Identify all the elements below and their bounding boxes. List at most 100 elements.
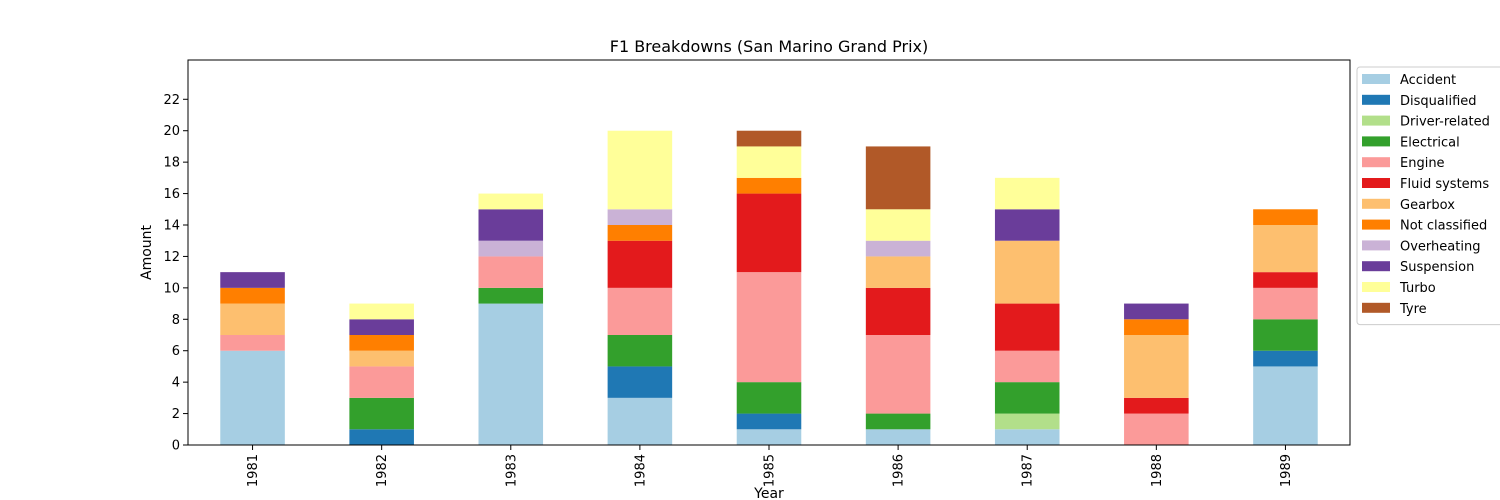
y-tick-label: 0 <box>172 439 180 454</box>
bar-segment-1989-accident <box>1253 366 1318 445</box>
legend-label-gearbox: Gearbox <box>1400 198 1455 213</box>
bar-segment-1989-disqualified <box>1253 350 1318 367</box>
bar-segment-1983-accident <box>478 303 544 445</box>
bar-segment-1987-turbo <box>994 177 1060 210</box>
x-tick-label: 1987 <box>1021 454 1036 487</box>
bar-segment-1986-electrical <box>865 413 931 430</box>
legend-label-engine: Engine <box>1400 156 1445 171</box>
bar-segment-1989-electrical <box>1253 319 1318 351</box>
bar-segment-1984-not-classified <box>607 225 673 241</box>
bar-segment-1981-not-classified <box>220 287 285 304</box>
bar-segment-1988-suspension <box>1124 303 1189 320</box>
legend-label-electrical: Electrical <box>1400 135 1460 150</box>
bars-group <box>220 130 1318 445</box>
bar-segment-1985-fluid-systems <box>736 193 802 273</box>
legend-swatch-driver-related <box>1362 115 1390 126</box>
legend-label-driver-related: Driver-related <box>1400 115 1490 130</box>
legend-swatch-electrical <box>1362 136 1390 147</box>
x-axis-label: Year <box>753 486 784 500</box>
bar-segment-1987-engine <box>994 350 1060 383</box>
bar-segment-1985-engine <box>736 272 802 383</box>
y-tick-label: 20 <box>163 124 180 139</box>
bar-segment-1989-gearbox <box>1253 225 1318 273</box>
bar-segment-1987-driver-related <box>994 413 1060 430</box>
x-tick-label: 1989 <box>1279 454 1294 487</box>
bar-segment-1989-fluid-systems <box>1253 272 1318 288</box>
legend-swatch-not-classified <box>1362 219 1390 230</box>
legend-swatch-disqualified <box>1362 94 1390 105</box>
legend-label-accident: Accident <box>1400 73 1456 88</box>
bar-segment-1982-electrical <box>349 397 414 430</box>
bar-segment-1987-fluid-systems <box>994 303 1060 351</box>
bar-segment-1983-engine <box>478 256 544 288</box>
legend-label-disqualified: Disqualified <box>1400 94 1477 109</box>
legend-box <box>1356 66 1500 326</box>
bar-segment-1986-engine <box>865 335 931 414</box>
legend-swatch-tyre <box>1362 302 1390 313</box>
bar-segment-1985-electrical <box>736 382 802 414</box>
bar-segment-1989-engine <box>1253 287 1318 320</box>
legend-label-turbo: Turbo <box>1399 281 1436 296</box>
legend-swatch-fluid-systems <box>1362 178 1390 188</box>
bar-segment-1983-overheating <box>478 240 544 257</box>
x-tick-label: 1984 <box>633 454 648 487</box>
bar-segment-1986-gearbox <box>865 256 931 288</box>
bar-segment-1982-disqualified <box>349 429 414 445</box>
legend-label-tyre: Tyre <box>1399 302 1427 317</box>
bar-segment-1986-accident <box>865 429 931 445</box>
bar-segment-1985-not-classified <box>736 177 802 194</box>
y-tick-label: 8 <box>172 313 180 328</box>
y-tick-label: 2 <box>172 407 180 422</box>
x-axis: 1981 1982 1983 1984 1985 1986 1987 1988 1989 <box>246 445 1294 487</box>
legend: Accident Disqualified Driver-related Electr… <box>1356 66 1500 326</box>
y-tick-label: 16 <box>163 187 180 202</box>
legend-swatch-accident <box>1362 74 1390 84</box>
y-tick-label: 14 <box>163 219 180 234</box>
bar-segment-1984-disqualified <box>607 366 673 398</box>
bar-segment-1987-suspension <box>994 209 1060 241</box>
legend-swatch-overheating <box>1362 240 1390 251</box>
bar-segment-1988-not-classified <box>1124 319 1189 335</box>
x-tick-label: 1983 <box>504 454 519 487</box>
bar-segment-1987-gearbox <box>994 240 1060 304</box>
bar-segment-1984-engine <box>607 287 673 335</box>
bar-segment-1985-accident <box>736 429 802 445</box>
bar-segment-1984-turbo <box>607 130 673 210</box>
y-tick-label: 6 <box>172 344 180 359</box>
legend-label-overheating: Overheating <box>1400 239 1480 254</box>
bar-segment-1981-engine <box>220 335 285 351</box>
legend-swatch-engine <box>1362 157 1390 168</box>
bar-segment-1989-not-classified <box>1253 209 1318 225</box>
bar-segment-1987-accident <box>994 429 1060 445</box>
legend-swatch-suspension <box>1362 261 1390 272</box>
legend-swatch-turbo <box>1362 282 1390 292</box>
x-tick-label: 1985 <box>763 454 778 487</box>
bar-segment-1983-turbo <box>478 193 544 210</box>
bar-segment-1984-overheating <box>607 209 673 225</box>
bar-segment-1982-not-classified <box>349 335 414 351</box>
y-tick-label: 18 <box>163 156 180 171</box>
bar-segment-1984-accident <box>607 397 673 445</box>
legend-label-not-classified: Not classified <box>1400 219 1487 234</box>
bar-segment-1988-fluid-systems <box>1124 397 1189 414</box>
y-axis: 0 2 4 6 8 10 12 14 16 18 20 22 <box>163 93 188 454</box>
bar-segment-1982-turbo <box>349 303 414 320</box>
bar-segment-1986-fluid-systems <box>865 287 931 335</box>
bar-segment-1985-turbo <box>736 146 802 178</box>
x-tick-label: 1986 <box>892 454 907 487</box>
y-tick-label: 10 <box>163 281 180 296</box>
bar-segment-1988-gearbox <box>1124 335 1189 398</box>
bar-segment-1988-engine <box>1124 413 1189 445</box>
bar-segment-1983-suspension <box>478 209 544 241</box>
y-tick-label: 22 <box>163 93 180 108</box>
bar-segment-1984-fluid-systems <box>607 240 673 288</box>
chart-title: F1 Breakdowns (San Marino Grand Prix) <box>610 37 929 56</box>
y-axis-label: Amount <box>139 224 155 280</box>
bar-segment-1981-accident <box>220 350 285 445</box>
y-tick-label: 4 <box>172 376 180 391</box>
bar-segment-1981-suspension <box>220 272 285 288</box>
x-tick-label: 1981 <box>246 454 261 487</box>
bar-segment-1987-electrical <box>994 382 1060 414</box>
bar-segment-1983-electrical <box>478 287 544 304</box>
